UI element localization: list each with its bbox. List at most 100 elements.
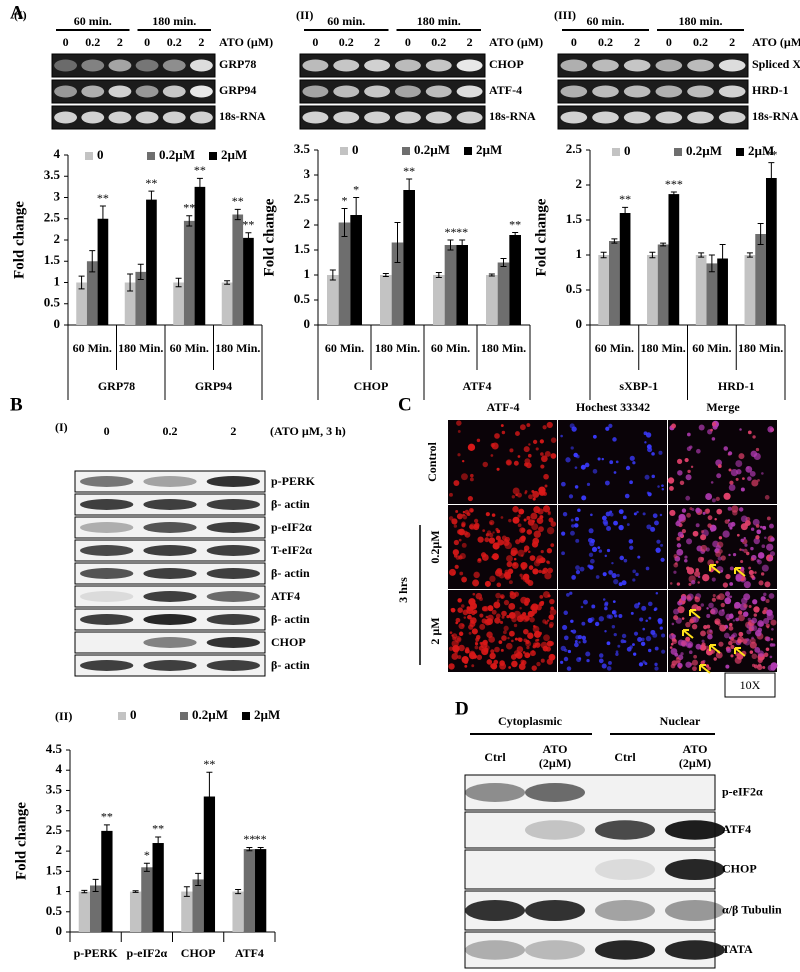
cell bbox=[541, 570, 546, 575]
cell bbox=[743, 548, 748, 554]
cell bbox=[549, 598, 555, 605]
band-label: GRP78 bbox=[219, 57, 256, 71]
cell bbox=[737, 638, 742, 644]
cell bbox=[642, 660, 646, 664]
cell bbox=[455, 510, 459, 513]
cell bbox=[678, 666, 682, 669]
cell bbox=[469, 621, 476, 628]
cell bbox=[766, 613, 774, 621]
y-axis-label: Fold change bbox=[261, 198, 277, 276]
cell bbox=[570, 446, 574, 450]
cell bbox=[717, 593, 725, 601]
error-bar bbox=[341, 208, 348, 237]
blot-band bbox=[364, 59, 391, 72]
cell bbox=[548, 614, 555, 620]
blot-band bbox=[592, 59, 619, 72]
cell bbox=[613, 632, 617, 637]
blot-band bbox=[206, 568, 260, 579]
cell bbox=[729, 566, 734, 571]
cell bbox=[685, 474, 692, 481]
cell bbox=[533, 506, 541, 514]
cell bbox=[547, 567, 553, 574]
blot-band bbox=[623, 85, 651, 98]
cell bbox=[686, 512, 691, 518]
cell bbox=[743, 536, 746, 540]
cell bbox=[692, 616, 700, 623]
cell bbox=[722, 530, 730, 538]
row-label: 0.2µM bbox=[428, 530, 442, 563]
cell bbox=[546, 421, 553, 429]
y-tick-label: 3.5 bbox=[44, 167, 61, 182]
cell bbox=[538, 631, 543, 635]
bar bbox=[338, 222, 351, 325]
cell bbox=[747, 430, 752, 435]
cell bbox=[508, 666, 512, 669]
cell bbox=[654, 646, 659, 651]
cell bbox=[712, 593, 716, 598]
cell bbox=[532, 439, 538, 445]
cell bbox=[659, 626, 663, 630]
cell bbox=[671, 423, 676, 429]
cell bbox=[563, 610, 568, 616]
cell bbox=[677, 470, 683, 476]
cell bbox=[592, 434, 597, 439]
significance-label: ** bbox=[101, 810, 113, 824]
cell bbox=[562, 624, 568, 630]
cell bbox=[705, 547, 710, 552]
cell bbox=[677, 606, 685, 614]
arrow bbox=[734, 647, 746, 657]
cell bbox=[560, 434, 563, 438]
cell bbox=[507, 636, 510, 640]
cell bbox=[654, 666, 659, 671]
cell bbox=[757, 479, 760, 482]
blot-band bbox=[525, 820, 585, 840]
cell bbox=[749, 637, 756, 644]
cell bbox=[452, 645, 460, 653]
legend-swatch bbox=[612, 148, 620, 156]
significance-label: ** bbox=[243, 832, 255, 846]
cell bbox=[706, 624, 711, 629]
cell bbox=[458, 631, 464, 636]
cell bbox=[632, 578, 636, 582]
cell bbox=[729, 595, 733, 598]
cell bbox=[680, 595, 687, 601]
panel-label: (II) bbox=[296, 8, 313, 22]
blot-band bbox=[143, 522, 197, 533]
cell bbox=[691, 623, 698, 630]
cell bbox=[606, 548, 611, 553]
cell bbox=[451, 518, 458, 525]
cell bbox=[706, 613, 711, 618]
x-tick-label: p-PERK bbox=[74, 946, 119, 960]
cell bbox=[546, 619, 550, 622]
cell bbox=[548, 517, 554, 523]
band-label: GRP94 bbox=[219, 83, 256, 97]
cell bbox=[512, 487, 520, 495]
cell bbox=[705, 664, 710, 668]
cell bbox=[728, 640, 733, 646]
legend-swatch bbox=[180, 712, 188, 720]
group-label: 60 min. bbox=[74, 14, 112, 28]
lane-label: Ctrl bbox=[484, 750, 506, 764]
cell bbox=[676, 582, 681, 586]
cell bbox=[524, 458, 531, 465]
cell bbox=[708, 602, 714, 609]
cell bbox=[543, 473, 549, 480]
cell bbox=[531, 650, 535, 653]
cell bbox=[762, 666, 766, 669]
cell bbox=[725, 664, 730, 669]
y-tick-label: 1 bbox=[304, 266, 311, 281]
blot-band bbox=[525, 940, 585, 960]
cell bbox=[660, 543, 664, 547]
cell bbox=[673, 639, 677, 642]
blot-band bbox=[143, 591, 197, 602]
blot-band bbox=[718, 85, 746, 98]
cell bbox=[698, 424, 705, 431]
cell bbox=[654, 662, 658, 667]
blot-band bbox=[80, 522, 134, 533]
cell bbox=[500, 516, 504, 519]
cell bbox=[687, 469, 691, 474]
cell bbox=[512, 506, 519, 513]
x-tick-label: 60 Min. bbox=[325, 341, 364, 355]
cell bbox=[530, 512, 538, 520]
bar bbox=[86, 261, 98, 325]
